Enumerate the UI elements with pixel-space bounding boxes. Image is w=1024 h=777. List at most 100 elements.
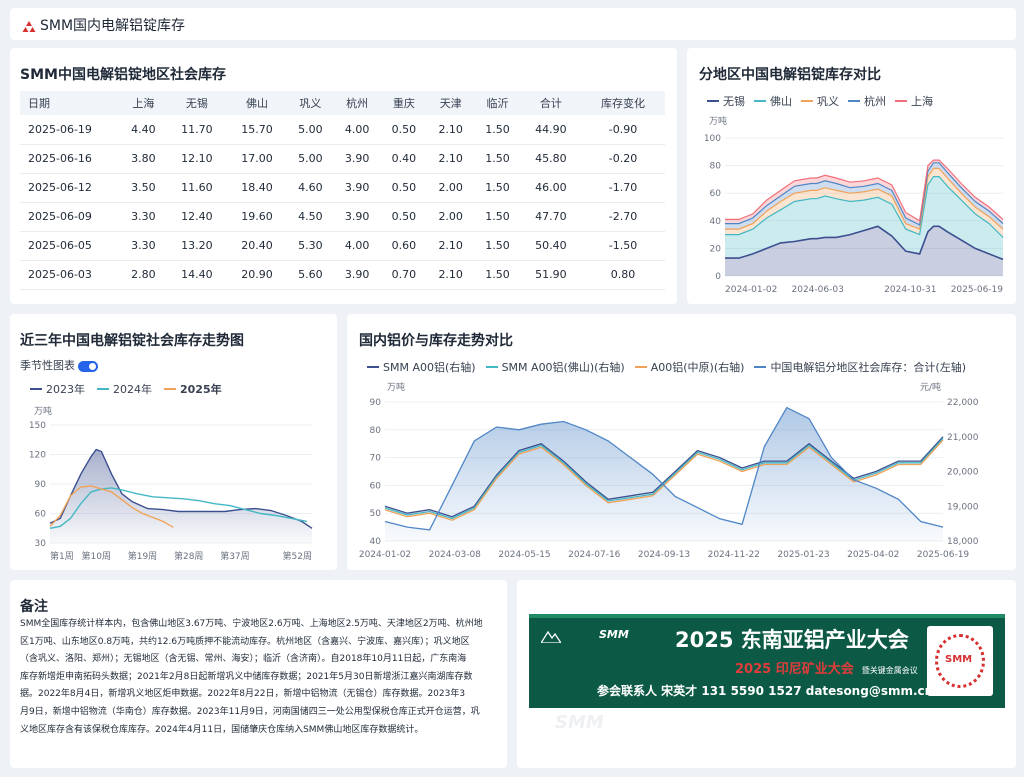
- legend-label: SMM A00铝(佛山)(右轴): [501, 361, 625, 374]
- y-tick-label: 80: [710, 162, 722, 172]
- legend-swatch: [30, 388, 42, 390]
- legend-item[interactable]: 上海: [895, 93, 933, 109]
- x-tick-label: 第28周: [174, 550, 203, 562]
- toggle-switch-icon[interactable]: [78, 360, 98, 372]
- table-cell: 18.40: [226, 173, 288, 203]
- table-row: 2025-06-19 4.40 11.70 15.70 5.00 4.00 0.50 2.10…: [20, 115, 665, 145]
- x-tick-label: 2025-06-19: [951, 285, 1004, 295]
- legend-label: A00铝(中原)(右轴): [650, 361, 745, 374]
- y-tick-label-right: 21,000: [947, 433, 979, 443]
- table-cell: 51.90: [520, 260, 581, 290]
- y-tick-label: 60: [35, 510, 47, 520]
- legend-item[interactable]: 佛山: [754, 93, 792, 109]
- x-tick-label: 第1周: [50, 550, 74, 562]
- x-tick-label: 2024-09-13: [638, 550, 690, 560]
- notes-line: 库存新增炬申南拓码头数据；2021年2月8日起新增巩义中储库存数据；2021年5…: [20, 671, 473, 682]
- x-tick-label: 第19周: [128, 550, 157, 562]
- area-band-2: [725, 168, 1003, 238]
- y-tick-label: 30: [35, 539, 47, 549]
- qr-label: SMM: [945, 654, 973, 665]
- notes-line: SMM全国库存统计样本内，包含佛山地区3.67万吨、宁波地区2.6万吨、上海地区…: [20, 619, 483, 629]
- y-tick-label: 60: [710, 189, 722, 199]
- inventory-table: 日期 上海 无锡 佛山 巩义 杭州 重庆 天津 临沂 合计 库存变化 2025-06-19 4.40 1…: [20, 91, 665, 290]
- legend-swatch: [754, 366, 767, 368]
- table-header-cell: 天津: [427, 91, 475, 115]
- table-cell: 1.50: [474, 115, 521, 145]
- legend-item[interactable]: 巩义: [801, 93, 839, 109]
- seasonal-chart-card: 近三年中国电解铝锭社会库存走势图 季节性图表 2023年 2024年 2025年 万…: [10, 314, 337, 570]
- table-cell: 2025-06-03: [20, 260, 120, 290]
- table-cell: 0.70: [380, 260, 428, 290]
- legend-item[interactable]: 2023年: [30, 381, 85, 397]
- banner-headline: 2025 东南亚铝产业大会: [675, 628, 909, 652]
- table-cell: 0.40: [380, 144, 428, 174]
- table-cell: -0.90: [580, 115, 665, 145]
- seasonal-toggle[interactable]: 季节性图表: [20, 357, 98, 373]
- table-cell: 5.30: [287, 231, 334, 261]
- y-tick-label: 120: [29, 451, 46, 461]
- legend-swatch: [801, 100, 813, 102]
- table-cell: 19.60: [226, 202, 288, 232]
- legend-item[interactable]: SMM A00铝(右轴): [367, 359, 476, 375]
- y-tick-label-left: 60: [370, 481, 382, 491]
- legend-swatch: [754, 100, 766, 102]
- legend-item[interactable]: A00铝(中原)(右轴): [634, 359, 745, 375]
- table-cell: -0.20: [580, 144, 665, 174]
- table-row: 2025-06-16 3.80 12.10 17.00 5.00 3.90 0.40 2.10…: [20, 144, 665, 174]
- table-cell: 20.90: [226, 260, 288, 290]
- seasonal-chart-legend: 2023年 2024年 2025年: [30, 381, 222, 397]
- table-cell: -2.70: [580, 202, 665, 232]
- x-tick-label: 2024-05-15: [498, 550, 550, 560]
- table-cell: 5.00: [287, 115, 334, 145]
- table-header-cell: 重庆: [380, 91, 428, 115]
- legend-item[interactable]: SMM A00铝(佛山)(右轴): [485, 359, 625, 375]
- series-line: [384, 406, 944, 531]
- series-line: [725, 167, 1004, 230]
- table-row: 2025-06-03 2.80 14.40 20.90 5.60 3.90 0.70 2.10…: [20, 260, 665, 290]
- y-tick-label: 150: [29, 421, 46, 431]
- y-axis-unit: 万吨: [34, 405, 52, 417]
- banner-card: SMM 2025 东南亚铝产业大会 2025 印尼矿业大会 暨关键金属会议 参会…: [517, 580, 1016, 768]
- legend-item[interactable]: 中国电解铝分地区社会库存：合计(左轴): [754, 359, 966, 375]
- table-cell: 2.00: [427, 173, 475, 203]
- legend-label: 巩义: [817, 95, 839, 108]
- inventory-area: [385, 407, 943, 541]
- x-tick-label: 2024-07-16: [568, 550, 621, 560]
- table-row: 2025-06-12 3.50 11.60 18.40 4.60 3.90 0.50 2.00…: [20, 173, 665, 203]
- legend-swatch: [97, 388, 109, 390]
- legend-item[interactable]: 杭州: [848, 93, 886, 109]
- table-cell: 3.30: [120, 202, 167, 232]
- y-tick-label-right: 18,000: [947, 537, 979, 547]
- table-cell: 2025-06-16: [20, 144, 120, 174]
- banner-subline: 2025 印尼矿业大会 暨关键金属会议: [735, 658, 918, 677]
- series-line: [725, 225, 1004, 261]
- qr-code-icon[interactable]: SMM: [927, 626, 993, 696]
- table-cell: 3.50: [120, 173, 167, 203]
- legend-label: 无锡: [723, 95, 745, 108]
- x-tick-label: 第10周: [82, 550, 111, 562]
- legend-label: SMM A00铝(右轴): [383, 361, 476, 374]
- legend-item[interactable]: 2024年: [97, 381, 152, 397]
- y-tick-label-right: 19,000: [947, 502, 979, 512]
- series-line: [49, 448, 313, 529]
- table-cell: 1.50: [474, 231, 521, 261]
- notes-line: 月9日，新增中铝物流（华南仓）库存数据。2023年11月9日，河南国储四三一处公…: [20, 706, 480, 717]
- regional-chart-card: 分地区中国电解铝锭库存对比 无锡 佛山 巩义 杭州 上海 万吨 0 20 40 60 80 100 2…: [687, 48, 1016, 304]
- price-inventory-chart-legend: SMM A00铝(右轴) SMM A00铝(佛山)(右轴) A00铝(中原)(右轴)…: [367, 359, 966, 375]
- table-cell: 0.50: [380, 173, 428, 203]
- legend-item[interactable]: 无锡: [707, 93, 745, 109]
- table-cell: 0.50: [380, 202, 428, 232]
- legend-item[interactable]: 2025年: [164, 381, 222, 397]
- table-row: 2025-06-05 3.30 13.20 20.40 5.30 4.00 0.60 2.10…: [20, 231, 665, 261]
- conference-banner[interactable]: SMM 2025 东南亚铝产业大会 2025 印尼矿业大会 暨关键金属会议 参会…: [529, 614, 1005, 708]
- seasonal-chart-title: 近三年中国电解铝锭社会库存走势图: [20, 333, 244, 349]
- x-tick-label: 2025-01-23: [777, 550, 829, 560]
- table-cell: 3.30: [120, 231, 167, 261]
- legend-swatch: [634, 366, 647, 368]
- legend-label: 佛山: [770, 95, 792, 108]
- x-tick-label: 2024-03-08: [429, 550, 482, 560]
- legend-label: 上海: [911, 95, 933, 108]
- legend-swatch: [707, 100, 719, 102]
- table-cell: 2.10: [427, 144, 475, 174]
- y-tick-label-left: 40: [370, 537, 382, 547]
